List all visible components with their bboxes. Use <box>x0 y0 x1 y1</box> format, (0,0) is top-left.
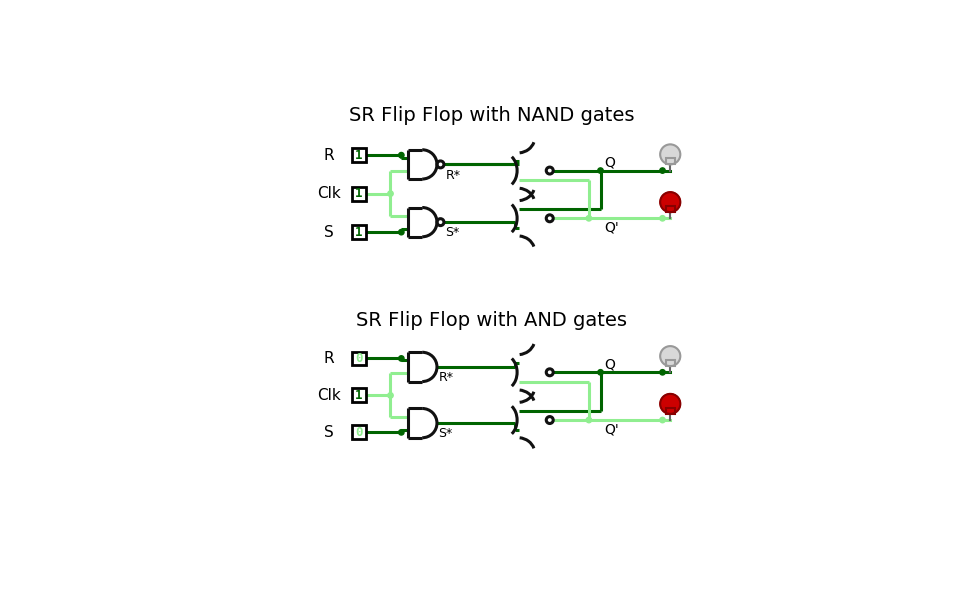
Text: Clk: Clk <box>318 186 341 201</box>
FancyBboxPatch shape <box>666 408 675 414</box>
Circle shape <box>398 430 404 435</box>
Text: 1: 1 <box>355 187 363 200</box>
Text: S: S <box>324 425 334 440</box>
Circle shape <box>398 356 404 361</box>
Text: 0: 0 <box>355 426 363 439</box>
FancyBboxPatch shape <box>666 206 675 212</box>
FancyBboxPatch shape <box>351 225 366 239</box>
Circle shape <box>660 215 665 221</box>
Text: R: R <box>324 148 335 163</box>
Text: 0: 0 <box>355 352 363 365</box>
Circle shape <box>388 393 394 398</box>
Text: R: R <box>324 351 335 366</box>
FancyBboxPatch shape <box>351 425 366 439</box>
Circle shape <box>660 370 665 375</box>
FancyBboxPatch shape <box>351 388 366 403</box>
Circle shape <box>598 168 603 173</box>
FancyBboxPatch shape <box>666 360 675 366</box>
Circle shape <box>660 192 681 212</box>
Text: Q': Q' <box>605 221 619 235</box>
Text: Q': Q' <box>605 422 619 436</box>
Text: SR Flip Flop with AND gates: SR Flip Flop with AND gates <box>356 311 628 330</box>
Circle shape <box>660 168 665 173</box>
Circle shape <box>660 346 681 366</box>
Circle shape <box>587 215 591 221</box>
Circle shape <box>660 418 665 423</box>
FancyBboxPatch shape <box>351 187 366 200</box>
Text: S*: S* <box>439 427 453 440</box>
Text: S*: S* <box>445 226 460 239</box>
FancyBboxPatch shape <box>666 158 675 164</box>
Text: 1: 1 <box>355 389 363 402</box>
Circle shape <box>388 191 394 196</box>
FancyBboxPatch shape <box>351 352 366 365</box>
Text: Clk: Clk <box>318 388 341 403</box>
Text: Q: Q <box>605 156 615 170</box>
Circle shape <box>660 145 681 164</box>
Text: S: S <box>324 224 334 239</box>
Text: R*: R* <box>439 371 453 384</box>
Circle shape <box>660 394 681 414</box>
Circle shape <box>587 418 591 423</box>
Text: R*: R* <box>445 169 461 182</box>
Text: SR Flip Flop with NAND gates: SR Flip Flop with NAND gates <box>349 106 635 125</box>
Circle shape <box>398 229 404 235</box>
Text: Q: Q <box>605 358 615 371</box>
Text: 1: 1 <box>355 149 363 161</box>
Circle shape <box>398 152 404 158</box>
FancyBboxPatch shape <box>351 148 366 162</box>
Text: 1: 1 <box>355 226 363 239</box>
Circle shape <box>598 370 603 375</box>
